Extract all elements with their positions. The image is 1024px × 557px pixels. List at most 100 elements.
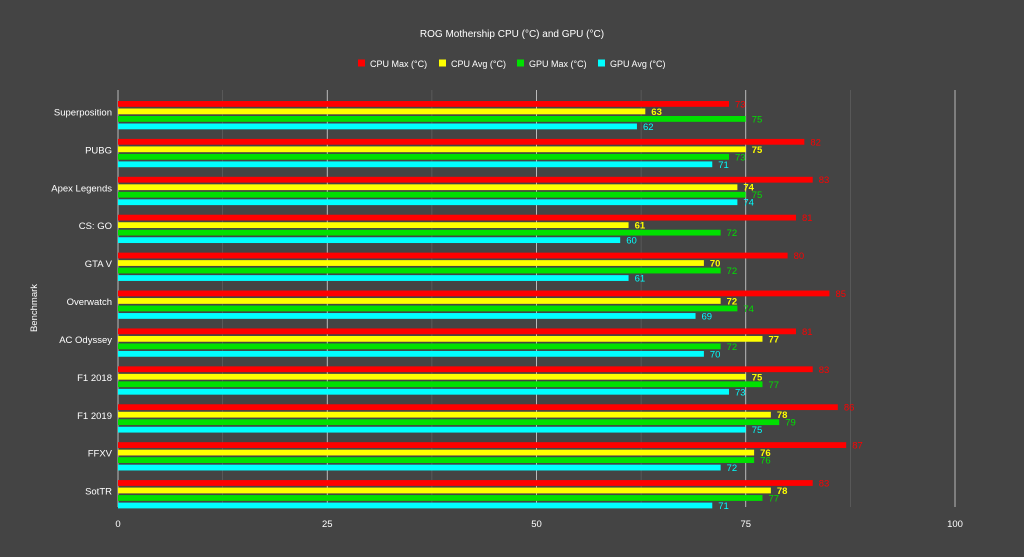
bar — [118, 153, 730, 160]
data-label: 85 — [835, 289, 846, 300]
data-label: 74 — [743, 183, 754, 194]
data-label: 74 — [743, 304, 754, 315]
category-label: F1 2019 — [77, 411, 112, 422]
category-label: PUBG — [85, 145, 112, 156]
bar — [118, 161, 713, 168]
x-tick-label: 0 — [115, 519, 120, 530]
data-label: 72 — [727, 266, 738, 277]
data-label: 76 — [760, 448, 771, 459]
data-label: 75 — [752, 372, 763, 383]
data-label: 86 — [844, 403, 855, 414]
data-label: 73 — [735, 99, 746, 110]
bar — [118, 328, 796, 335]
legend-swatch — [517, 59, 524, 67]
y-axis-title: Benchmark — [29, 284, 40, 332]
bar — [118, 426, 746, 433]
bar — [118, 191, 746, 198]
bar — [118, 298, 721, 304]
category-label: F1 2018 — [77, 373, 112, 384]
category-label: AC Odyssey — [59, 335, 112, 346]
bar — [118, 502, 713, 509]
bar — [118, 411, 771, 418]
category-label: FFXV — [88, 449, 113, 460]
x-tick-label: 75 — [740, 519, 751, 530]
x-tick-labels: 0 25 50 75 100 — [115, 519, 963, 530]
data-label: 69 — [702, 311, 713, 322]
bar — [118, 404, 838, 411]
bar — [118, 419, 780, 426]
category-label: Superposition — [54, 108, 112, 119]
category-label: CS: GO — [79, 221, 112, 232]
data-label: 72 — [727, 463, 738, 474]
legend-swatch — [598, 59, 605, 67]
chart-title: ROG Mothership CPU (°C) and GPU (°C) — [420, 29, 604, 40]
bar — [118, 343, 721, 350]
data-label: 79 — [785, 418, 796, 429]
bar — [118, 381, 763, 388]
bar — [118, 457, 755, 463]
bar — [118, 146, 746, 153]
data-label: 75 — [752, 425, 763, 436]
data-label: 81 — [802, 213, 813, 224]
data-label: 78 — [777, 486, 788, 497]
data-label: 80 — [794, 251, 805, 262]
data-label: 73 — [735, 387, 746, 398]
data-label: 63 — [651, 107, 662, 118]
bar — [118, 275, 629, 281]
data-label: 71 — [718, 501, 729, 512]
x-tick-label: 100 — [947, 519, 963, 530]
category-label: Apex Legends — [51, 183, 112, 194]
bar — [118, 366, 813, 373]
legend-label: GPU Avg (°C) — [610, 59, 665, 69]
data-label: 61 — [635, 274, 646, 285]
data-label: 72 — [727, 228, 738, 239]
bar — [118, 290, 830, 297]
category-labels: Superposition PUBG Apex Legends CS: GO GTA V… — [51, 108, 112, 498]
bar — [118, 373, 746, 380]
data-label: 83 — [819, 365, 830, 376]
bar — [118, 260, 704, 266]
data-label: 76 — [760, 456, 771, 467]
legend-swatch — [439, 59, 446, 67]
data-label: 83 — [819, 478, 830, 489]
data-label: 77 — [768, 334, 779, 345]
bar — [118, 313, 696, 319]
data-label: 71 — [718, 160, 729, 171]
bar — [118, 388, 730, 395]
bar — [118, 480, 813, 486]
category-label: Overwatch — [67, 297, 112, 308]
data-label: 72 — [727, 296, 738, 307]
data-label: 60 — [626, 236, 637, 247]
data-labels: 7363756282757371837475748161726080707261… — [626, 99, 863, 512]
category-label: GTA V — [85, 259, 113, 270]
data-label: 70 — [710, 349, 721, 360]
data-label: 74 — [743, 198, 754, 209]
bars — [118, 101, 847, 509]
data-label: 70 — [710, 259, 721, 270]
legend-label: CPU Max (°C) — [370, 59, 427, 69]
data-label: 75 — [752, 145, 763, 156]
bar — [118, 184, 738, 191]
data-label: 81 — [802, 327, 813, 338]
bar — [118, 229, 721, 236]
bar — [118, 267, 721, 274]
data-label: 77 — [768, 380, 779, 391]
bar — [118, 335, 763, 342]
bar — [118, 442, 847, 448]
legend-label: GPU Max (°C) — [529, 59, 587, 69]
data-label: 73 — [735, 152, 746, 163]
bar — [118, 108, 646, 115]
data-label: 87 — [852, 441, 863, 452]
data-label: 83 — [819, 175, 830, 186]
legend-label: CPU Avg (°C) — [451, 59, 506, 69]
bar — [118, 237, 621, 244]
bar — [118, 252, 788, 259]
data-label: 75 — [752, 114, 763, 125]
category-label: SotTR — [85, 487, 112, 498]
data-label: 61 — [635, 221, 646, 232]
bar — [118, 449, 755, 456]
bar — [118, 487, 771, 494]
bar — [118, 199, 738, 206]
data-label: 62 — [643, 122, 654, 133]
